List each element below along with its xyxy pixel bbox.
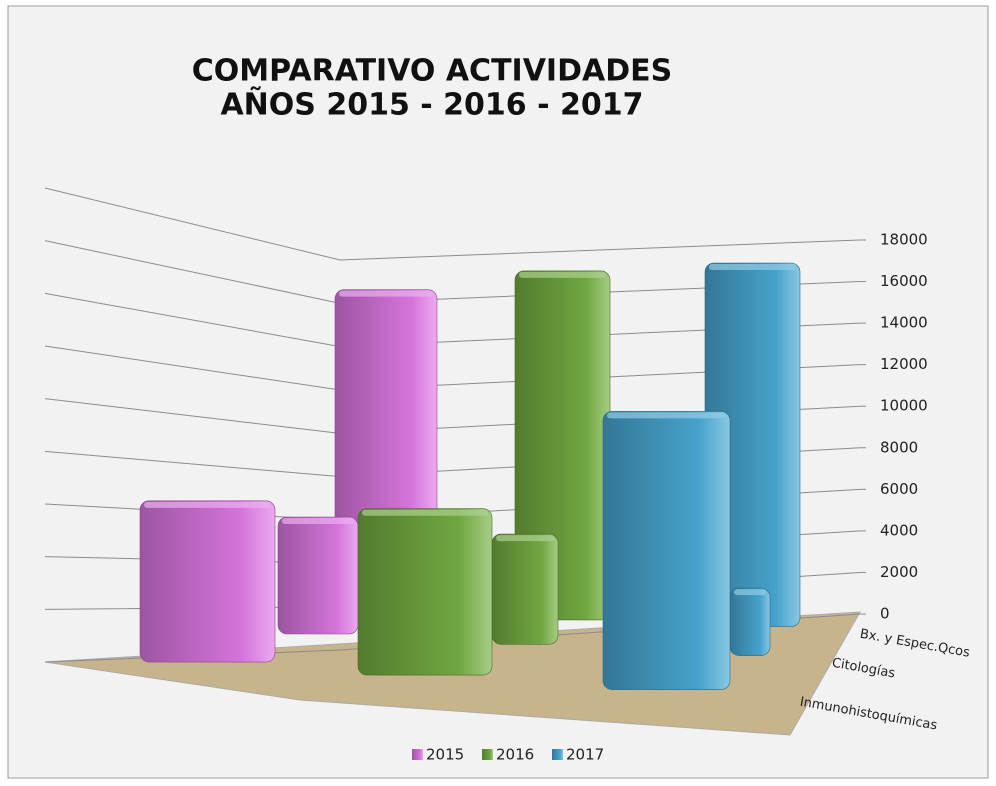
chart-title: AÑOS 2015 - 2016 - 2017 [220, 86, 643, 123]
bar-top [519, 271, 606, 278]
legend-swatch [482, 749, 493, 760]
y-tick-label: 16000 [880, 272, 928, 290]
legend-label: 2015 [426, 746, 464, 764]
y-tick-label: 2000 [880, 563, 918, 581]
bar [729, 587, 771, 656]
bars [139, 262, 801, 690]
bar [491, 533, 559, 645]
bar-top [362, 509, 488, 516]
y-tick-label: 0 [880, 605, 890, 623]
bar-top [496, 535, 554, 542]
bar [602, 411, 731, 690]
bar-top [709, 264, 796, 271]
y-tick-label: 4000 [880, 521, 918, 539]
bar-top [339, 290, 433, 297]
bar [277, 516, 359, 635]
y-tick-label: 12000 [880, 355, 928, 373]
grid-line [44, 187, 861, 261]
y-tick-label: 14000 [880, 314, 928, 332]
legend-label: 2017 [566, 746, 604, 764]
y-tick-label: 18000 [880, 231, 928, 249]
bar-top [607, 412, 726, 419]
legend-swatch [412, 749, 423, 760]
legend-swatch [552, 749, 563, 760]
bar [357, 508, 493, 676]
y-tick-label: 6000 [880, 480, 918, 498]
chart-title: COMPARATIVO ACTIVIDADES [192, 54, 672, 89]
bar [139, 500, 276, 663]
bar-top [734, 589, 766, 596]
y-tick-label: 10000 [880, 397, 928, 415]
bar-top [144, 501, 271, 508]
y-tick-label: 8000 [880, 438, 918, 456]
legend-label: 2016 [496, 746, 534, 764]
bar-top [282, 518, 354, 524]
